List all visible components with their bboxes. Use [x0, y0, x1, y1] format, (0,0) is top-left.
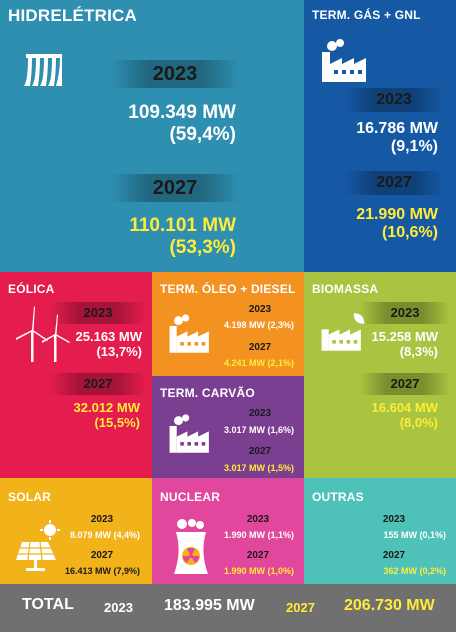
- factory-icon: [169, 414, 209, 453]
- nuclear-year-2023: 2023: [246, 514, 270, 525]
- oleo-diesel-title: TERM. ÓLEO + DIESEL: [160, 282, 296, 296]
- eolica-2023-band: [50, 302, 146, 324]
- biomassa-mw-2023: 15.258 MW: [371, 329, 438, 344]
- nuclear-title: NUCLEAR: [160, 490, 221, 504]
- carvao-value-2023: 3.017 MW (1,6%): [223, 425, 294, 435]
- gas-gnl-pct-2027: (10,6%): [381, 224, 438, 242]
- gas-gnl-year-2027: 2027: [376, 174, 412, 191]
- gas-gnl-2027-band: [344, 171, 444, 195]
- solar-year-2027: 2027: [90, 550, 114, 561]
- oleo-diesel-value-2027: 4.241 MW (2,1%): [223, 358, 294, 368]
- biomassa-2023-band: [360, 302, 450, 324]
- oleo-diesel-year-2023: 2023: [248, 304, 272, 315]
- eolica-2027-band: [50, 373, 146, 395]
- biomassa-year-2023: 2023: [390, 305, 420, 320]
- outras-value-2023: 155 MW (0,1%): [383, 530, 446, 540]
- carvao-title: TERM. CARVÃO: [160, 386, 255, 400]
- biomassa-tile: BIOMASSA 2023 15.258 MW (8,3%) 2027 16.60…: [304, 272, 456, 478]
- solar-value-2023: 8.079 MW (4,4%): [69, 530, 140, 540]
- eolica-value-2027: 32.012 MW (15,5%): [73, 400, 140, 431]
- hidreletrica-title: HIDRELÉTRICA: [8, 6, 137, 25]
- biomassa-value-2027: 16.604 MW (8,0%): [371, 400, 438, 431]
- gas-gnl-value-2027: 21.990 MW (10,6%): [356, 206, 438, 243]
- biomassa-pct-2023: (8,3%): [399, 343, 438, 359]
- hidreletrica-pct-2027: (53,3%): [169, 236, 236, 258]
- biomassa-pct-2027: (8,0%): [399, 414, 438, 430]
- nuclear-value-2027: 1.990 MW (1,0%): [223, 566, 294, 576]
- gas-gnl-tile: TERM. GÁS + GNL 2023 16.786 MW (9,1%) 202…: [304, 0, 456, 272]
- gas-gnl-mw-2027: 21.990 MW: [356, 206, 438, 223]
- eolica-pct-2027: (15,5%): [94, 414, 140, 430]
- nuclear-tile: NUCLEAR 2023 1.990 MW (1,1%) 2027 1.990 …: [152, 478, 304, 584]
- carvao-year-2027: 2027: [248, 446, 272, 457]
- wind-turbine-icon: [16, 306, 70, 362]
- outras-value-2027: 362 MW (0,2%): [383, 566, 446, 576]
- total-label: TOTAL: [22, 596, 74, 613]
- gas-gnl-pct-2023: (9,1%): [390, 138, 438, 156]
- hidreletrica-tile: HIDRELÉTRICA 2023 109.349 MW (59,4%) 2027…: [0, 0, 304, 272]
- eolica-mw-2027: 32.012 MW: [73, 400, 140, 415]
- dam-icon: [24, 54, 62, 86]
- eolica-pct-2023: (13,7%): [96, 343, 142, 359]
- solar-value-2027: 16.413 MW (7,9%): [64, 566, 140, 576]
- carvao-value-2027: 3.017 MW (1,5%): [223, 463, 294, 473]
- hidreletrica-pct-2023: (59,4%): [169, 123, 236, 145]
- hidreletrica-value-2027: 110.101 MW (53,3%): [129, 215, 236, 259]
- eolica-year-2023: 2023: [83, 305, 113, 320]
- outras-title: OUTRAS: [312, 490, 364, 504]
- biomassa-mw-2027: 16.604 MW: [371, 400, 438, 415]
- hidreletrica-2023-band: [110, 60, 240, 88]
- biomassa-year-2027: 2027: [390, 376, 420, 391]
- solar-tile: SOLAR 2023 8.079 MW (4,4%) 2027 16.413 M…: [0, 478, 152, 584]
- carvao-tile: TERM. CARVÃO 2023 3.017 MW (1,6%) 2027 3…: [152, 376, 304, 478]
- total-bar: TOTAL 2023 183.995 MW 2027 206.730 MW: [0, 584, 456, 632]
- oleo-diesel-year-2027: 2027: [248, 342, 272, 353]
- outras-tile: OUTRAS 2023 155 MW (0,1%) 2027 362 MW (0…: [304, 478, 456, 584]
- hidreletrica-2027-band: [110, 174, 240, 202]
- gas-gnl-year-2023: 2023: [376, 91, 412, 108]
- carvao-year-2023: 2023: [248, 408, 272, 419]
- biomassa-2027-band: [360, 373, 450, 395]
- biomassa-title: BIOMASSA: [312, 282, 379, 296]
- eolica-mw-2023: 25.163 MW: [75, 329, 142, 344]
- biomassa-value-2023: 15.258 MW (8,3%): [371, 329, 438, 360]
- eolica-title: EÓLICA: [8, 282, 55, 296]
- outras-year-2027: 2027: [382, 550, 406, 561]
- total-year-2023: 2023: [104, 600, 133, 615]
- nuclear-value-2023: 1.990 MW (1,1%): [223, 530, 294, 540]
- hidreletrica-mw-2027: 110.101 MW: [129, 215, 236, 236]
- outras-year-2023: 2023: [382, 514, 406, 525]
- eolica-value-2023: 25.163 MW (13,7%): [75, 329, 142, 360]
- oleo-diesel-value-2023: 4.198 MW (2,3%): [223, 320, 294, 330]
- biomass-factory-icon: [321, 313, 365, 351]
- solar-year-2023: 2023: [90, 514, 114, 525]
- oleo-diesel-tile: TERM. ÓLEO + DIESEL 2023 4.198 MW (2,3%)…: [152, 272, 304, 376]
- solar-title: SOLAR: [8, 490, 51, 504]
- nuclear-year-2027: 2027: [246, 550, 270, 561]
- gas-gnl-value-2023: 16.786 MW (9,1%): [356, 120, 438, 157]
- total-year-2027: 2027: [286, 600, 315, 615]
- eolica-year-2027: 2027: [83, 376, 113, 391]
- total-value-2027: 206.730 MW: [344, 597, 435, 614]
- factory-icon: [169, 314, 209, 353]
- hidreletrica-year-2023: 2023: [152, 63, 198, 85]
- total-value-2023: 183.995 MW: [164, 597, 255, 614]
- hidreletrica-year-2027: 2027: [152, 177, 198, 199]
- eolica-tile: EÓLICA 2023 25.163 MW (13,7%) 2027 32.012…: [0, 272, 152, 478]
- solar-panel-icon: [16, 520, 60, 571]
- gas-gnl-mw-2023: 16.786 MW: [356, 120, 438, 137]
- gas-gnl-title: TERM. GÁS + GNL: [312, 8, 421, 22]
- factory-icon: [322, 39, 366, 82]
- gas-gnl-2023-band: [344, 88, 444, 112]
- hidreletrica-value-2023: 109.349 MW (59,4%): [128, 102, 236, 146]
- nuclear-plant-icon: [174, 519, 208, 574]
- hidreletrica-mw-2023: 109.349 MW: [128, 102, 236, 123]
